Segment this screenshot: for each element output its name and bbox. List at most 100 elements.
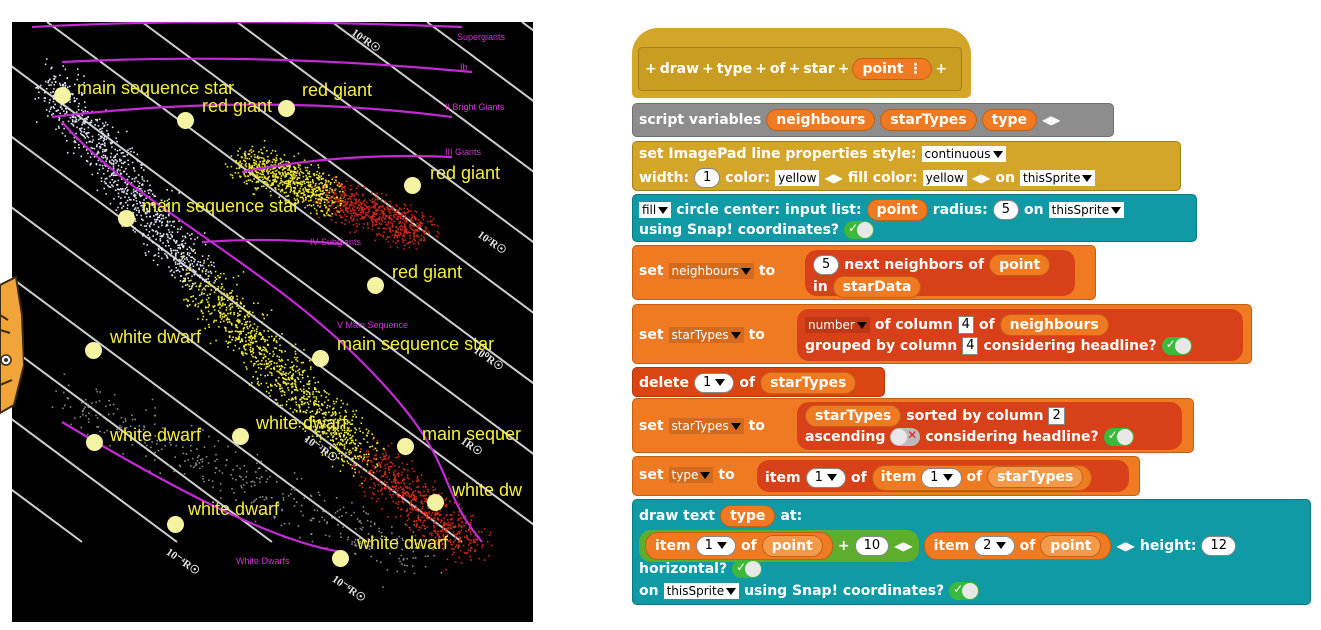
- star-point: [350, 218, 352, 220]
- delete-block[interactable]: delete 1 of starTypes: [632, 367, 885, 397]
- stage[interactable]: main sequence star red giant red giant red …: [12, 22, 533, 622]
- var-dropdown[interactable]: starTypes: [668, 418, 744, 434]
- index-dropdown[interactable]: 1: [805, 468, 846, 488]
- star-point: [52, 100, 55, 103]
- group-column-input[interactable]: 4: [962, 337, 979, 355]
- star-point: [319, 440, 321, 443]
- plus-icon[interactable]: +: [837, 61, 850, 77]
- var-dropdown[interactable]: neighbours: [668, 263, 754, 279]
- draw-text-block[interactable]: draw text type at: item 1 of point + 10 …: [632, 499, 1311, 605]
- var-dropdown[interactable]: starTypes: [668, 327, 744, 343]
- plus-icon[interactable]: +: [645, 61, 657, 77]
- expand-arrows-icon[interactable]: ◀▶: [824, 171, 843, 185]
- target-dropdown[interactable]: thisSprite: [663, 583, 740, 599]
- var-stardata[interactable]: starData: [832, 276, 922, 298]
- k-input[interactable]: 5: [813, 255, 840, 275]
- sort-column-input[interactable]: 2: [1048, 407, 1065, 425]
- star-point: [129, 425, 132, 428]
- set-startypes-block[interactable]: set starTypes to number of column 4 of n…: [632, 304, 1252, 364]
- var-type[interactable]: type: [981, 109, 1037, 131]
- star-point: [433, 530, 436, 532]
- var-startypes[interactable]: starTypes: [880, 109, 977, 131]
- headline-toggle[interactable]: ✓: [1103, 428, 1134, 446]
- star-point: [239, 310, 241, 312]
- star-point: [349, 437, 351, 440]
- star-point: [248, 310, 251, 313]
- plus-icon[interactable]: +: [755, 61, 767, 77]
- horizontal-toggle[interactable]: ✓: [732, 560, 763, 578]
- plus-icon[interactable]: +: [935, 61, 948, 77]
- width-input[interactable]: 1: [694, 168, 721, 188]
- star-point: [45, 88, 48, 90]
- inner-item-reporter[interactable]: item 1 of starTypes: [871, 465, 1093, 491]
- var-neighbours[interactable]: neighbours: [999, 314, 1109, 336]
- star-point: [219, 489, 222, 492]
- set-neighbours-block[interactable]: set neighbours to 5 next neighbors of po…: [632, 245, 1096, 300]
- sorted-by-column-reporter[interactable]: starTypes sorted by column 2 ascending ✕…: [797, 402, 1182, 450]
- style-dropdown[interactable]: continuous: [921, 146, 1006, 162]
- star-point: [252, 501, 255, 503]
- expand-arrows-icon[interactable]: ◀▶: [1041, 113, 1061, 127]
- plus-icon[interactable]: +: [788, 61, 801, 77]
- star-point: [322, 173, 324, 175]
- var-dropdown[interactable]: type: [668, 467, 714, 483]
- star-point: [377, 210, 379, 212]
- star-point: [182, 255, 185, 257]
- next-neighbors-reporter[interactable]: 5 next neighbors of point in starData: [805, 250, 1075, 298]
- ascending-toggle[interactable]: ✕: [890, 428, 921, 446]
- star-point: [393, 480, 395, 483]
- target-dropdown[interactable]: thisSprite: [1048, 202, 1125, 218]
- script-variables-block[interactable]: script variables neighbours starTypes ty…: [632, 103, 1114, 137]
- column-input[interactable]: 4: [957, 316, 974, 334]
- set-startypes-sorted-block[interactable]: set starTypes to starTypes sorted by col…: [632, 398, 1194, 453]
- grouped-column-reporter[interactable]: number of column 4 of neighbours grouped…: [797, 309, 1243, 361]
- item-of-point-reporter[interactable]: item 1 of point: [645, 532, 833, 560]
- param-point[interactable]: point ⋮: [852, 58, 933, 80]
- star-point: [387, 465, 390, 468]
- var-point[interactable]: point: [761, 535, 823, 557]
- set-type-block[interactable]: set type to item 1 of item 1 of starType…: [632, 456, 1140, 496]
- height-input[interactable]: 12: [1201, 536, 1236, 556]
- star-point: [364, 208, 366, 210]
- grouped-by-label: grouped by column: [805, 338, 958, 354]
- var-point[interactable]: point: [989, 254, 1051, 276]
- index-dropdown[interactable]: 1: [921, 468, 962, 488]
- var-point[interactable]: point: [866, 199, 928, 221]
- var-startypes[interactable]: starTypes: [987, 466, 1084, 488]
- index-dropdown[interactable]: 1: [694, 373, 735, 393]
- snap-coordinates-toggle[interactable]: ✓: [949, 582, 980, 600]
- index-dropdown[interactable]: 1: [695, 536, 736, 556]
- set-line-properties-block[interactable]: set ImagePad line properties style: cont…: [632, 141, 1181, 191]
- function-dropdown[interactable]: number: [805, 317, 870, 333]
- star-point: [359, 205, 362, 208]
- plus-reporter[interactable]: item 1 of point + 10 ◀▶: [639, 530, 919, 562]
- hat-block-draw-type-of-star[interactable]: + draw + type + of + star + point ⋮ +: [632, 28, 971, 98]
- item-of-reporter[interactable]: item 1 of item 1 of starTypes: [757, 460, 1129, 492]
- offset-input[interactable]: 10: [854, 536, 890, 556]
- headline-toggle[interactable]: ✓: [1161, 337, 1192, 355]
- index-dropdown[interactable]: 2: [974, 536, 1015, 556]
- fill-mode-dropdown[interactable]: fill: [639, 202, 672, 218]
- color-input[interactable]: yellow: [775, 170, 820, 186]
- radius-input[interactable]: 5: [992, 200, 1020, 220]
- var-startypes[interactable]: starTypes: [805, 405, 902, 427]
- fill-color-input[interactable]: yellow: [922, 170, 967, 186]
- plus-icon[interactable]: +: [702, 61, 714, 77]
- target-dropdown[interactable]: thisSprite: [1019, 170, 1096, 186]
- star-point: [339, 532, 342, 535]
- expand-arrows-icon[interactable]: ◀▶: [1116, 539, 1135, 553]
- expand-arrows-icon[interactable]: ◀▶: [971, 171, 991, 185]
- var-startypes[interactable]: starTypes: [760, 372, 857, 394]
- item-of-point-reporter[interactable]: item 2 of point: [923, 532, 1112, 560]
- sprite-cat-icon[interactable]: [0, 275, 24, 415]
- var-point[interactable]: point: [1040, 535, 1102, 557]
- snap-coordinates-toggle[interactable]: ✓: [844, 221, 875, 239]
- var-neighbours[interactable]: neighbours: [766, 109, 876, 131]
- draw-circle-block[interactable]: fill circle center: input list: point ra…: [632, 194, 1197, 242]
- star-point: [49, 78, 51, 81]
- var-type[interactable]: type: [720, 505, 776, 527]
- star-point: [159, 239, 162, 242]
- expand-arrows-icon[interactable]: ◀▶: [894, 539, 913, 553]
- star-point: [359, 540, 361, 543]
- star-point: [105, 138, 107, 141]
